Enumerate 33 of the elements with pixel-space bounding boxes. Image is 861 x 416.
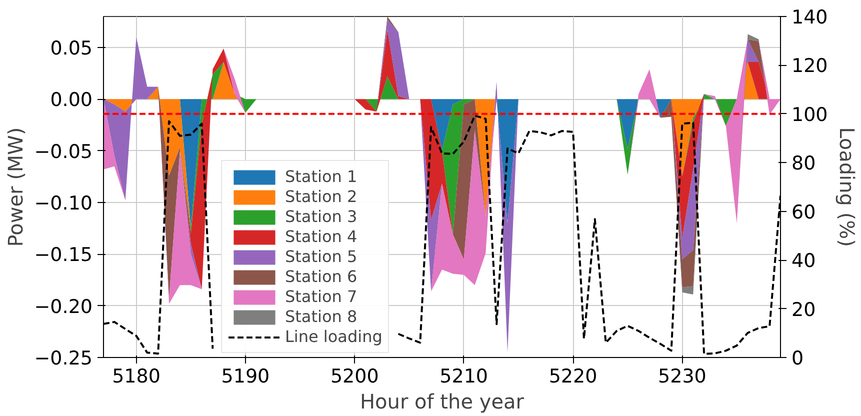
legend-label: Station 7 — [285, 287, 358, 306]
legend-label: Line loading — [285, 327, 382, 346]
y2-tick-label: 60 — [792, 201, 816, 224]
y2-tick-label: 20 — [792, 298, 816, 321]
legend-label: Station 4 — [285, 227, 358, 246]
y-tick-label: −0.25 — [34, 348, 93, 370]
x-tick-label: 5180 — [112, 366, 160, 388]
y2-tick-label: 40 — [792, 250, 816, 272]
y-tick-label: 0.00 — [50, 89, 93, 112]
x-tick-label: 5200 — [330, 366, 379, 388]
y-axis-title: Power (MW) — [3, 127, 28, 247]
legend-label: Station 8 — [285, 307, 358, 326]
y-tick-label: −0.15 — [34, 244, 93, 266]
y-tick-label: −0.20 — [34, 296, 93, 318]
y2-tick-label: 100 — [792, 104, 828, 126]
y2-tick-label: 80 — [792, 152, 816, 175]
x-tick-label: 5210 — [440, 366, 488, 388]
x-tick-label: 5230 — [658, 366, 706, 388]
legend-label: Station 2 — [285, 187, 358, 206]
x-tick-label: 5190 — [221, 366, 270, 388]
x-axis-title: Hour of the year — [360, 390, 525, 414]
y2-tick-label: 140 — [792, 6, 828, 28]
x-tick-label: 5220 — [548, 366, 598, 388]
y2-axis-title: Loading (%) — [834, 127, 859, 247]
legend-label: Station 1 — [285, 167, 358, 186]
y-tick-label: −0.10 — [34, 192, 93, 214]
legend-label: Station 6 — [285, 267, 358, 286]
legend-label: Station 5 — [285, 247, 358, 266]
y2-tick-label: 0 — [792, 348, 804, 370]
y-tick-label: −0.05 — [34, 140, 93, 163]
y-tick-label: 0.05 — [50, 38, 93, 60]
legend-label: Station 3 — [285, 207, 358, 226]
y2-tick-label: 120 — [792, 55, 828, 78]
